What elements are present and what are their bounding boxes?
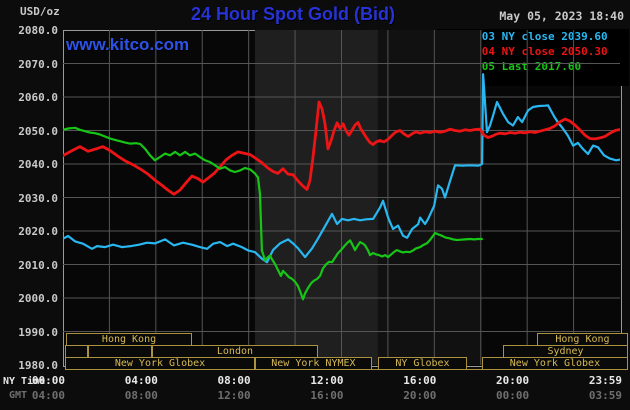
y-tick-label: 2060.0 <box>18 91 58 104</box>
ny-time-tick-label: 23:59 <box>588 374 622 387</box>
y-tick-label: 1990.0 <box>18 325 58 339</box>
gmt-axis-caption: GMT <box>9 390 28 401</box>
chart-title: 24 Hour Spot Gold (Bid) <box>191 4 395 24</box>
kitco-watermark-link[interactable]: www.kitco.com <box>66 35 190 54</box>
gmt-time-tick-label: 08:00 <box>124 389 158 402</box>
y-axis-units-label: USD/oz <box>20 5 60 18</box>
y-tick-label: 2070.0 <box>18 57 58 71</box>
y-tick-label: 2000.0 <box>18 292 58 305</box>
legend: - May 03 NY close 2039.60 - May 04 NY clo… <box>437 29 629 86</box>
gmt-time-tick-label: 16:00 <box>310 389 344 402</box>
y-tick-label: 1980.0 <box>18 359 58 372</box>
ny-time-tick-label: 20:00 <box>496 374 530 387</box>
ny-time-axis-caption: NY Time <box>3 376 46 387</box>
gmt-time-tick-label: 20:00 <box>403 389 437 402</box>
session-baseline <box>65 369 628 370</box>
y-tick-label: 2030.0 <box>18 191 58 205</box>
ny-time-tick-label: 16:00 <box>403 374 437 387</box>
gmt-time-tick-label: 00:00 <box>496 389 530 402</box>
gmt-time-tick-label: 12:00 <box>217 389 251 402</box>
legend-item-2: - May 05 Last 2017.60 <box>442 60 582 73</box>
y-tick-label: 2010.0 <box>18 258 58 272</box>
ny-time-tick-label: 04:00 <box>124 374 158 387</box>
chart-datetime: May 05, 2023 18:40 <box>499 9 624 23</box>
y-tick-label: 2020.0 <box>18 225 58 238</box>
ny-time-tick-label: 12:00 <box>310 374 344 387</box>
gmt-time-tick-label: 04:00 <box>31 389 65 402</box>
gmt-time-tick-label: 03:59 <box>588 389 622 402</box>
ny-time-tick-label: 08:00 <box>217 374 251 387</box>
ny-time-tick-label: 00:00 <box>31 374 65 387</box>
y-tick-label: 2040.0 <box>18 158 58 171</box>
y-tick-label: 2080.0 <box>18 24 58 37</box>
legend-item-1: - May 04 NY close 2050.30 <box>442 45 608 58</box>
legend-item-0: - May 03 NY close 2039.60 <box>442 30 608 43</box>
y-tick-label: 2050.0 <box>18 124 58 138</box>
